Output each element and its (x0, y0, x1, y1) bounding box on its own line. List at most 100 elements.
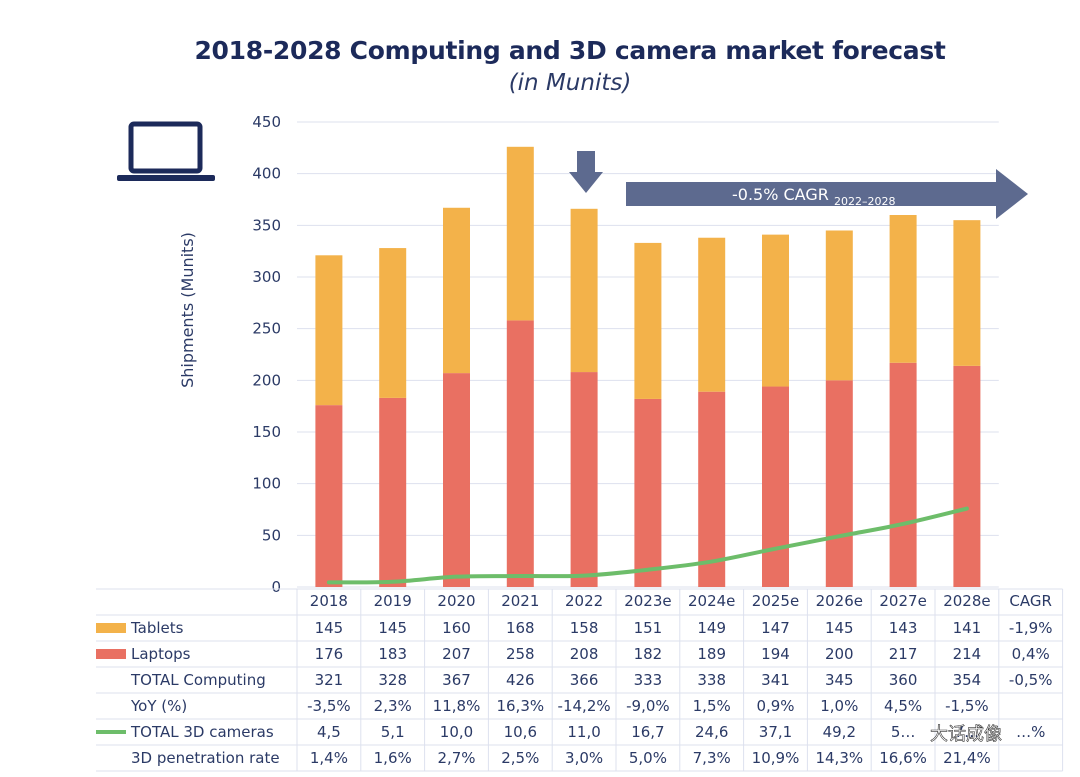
table-cell: 217 (889, 645, 918, 663)
bar-tablets (443, 207, 470, 374)
table-cell: 207 (442, 645, 471, 663)
table-cell: 5,1 (381, 723, 405, 741)
table-header-cell: 2022 (565, 592, 603, 610)
y-tick-label: 300 (252, 268, 281, 286)
legend-swatch-laptops (96, 649, 126, 659)
y-tick-label: 100 (252, 475, 281, 493)
y-axis-ticks: 0 50 100 150 200 250 300 350 400 450 (252, 113, 281, 596)
y-tick-label: 150 (252, 423, 281, 441)
bar-laptops (570, 372, 598, 587)
table-cell: 14,3% (815, 749, 863, 767)
table-cell: 10,6 (504, 723, 537, 741)
table-cell: 11,0 (567, 723, 600, 741)
y-tick-label: 350 (252, 216, 281, 234)
table-cell: 16,7 (631, 723, 664, 741)
table-header-cell: CAGR (1009, 592, 1052, 610)
table-row-label: TOTAL 3D cameras (130, 723, 274, 741)
bar-laptops (762, 386, 789, 587)
chart-subtitle: (in Munits) (508, 70, 632, 96)
table-cell: 182 (634, 645, 663, 663)
table-header-cell: 2020 (437, 592, 475, 610)
table-header-cell: 2026e (816, 592, 863, 610)
table-row-label: Laptops (131, 645, 191, 663)
table-cell: 176 (315, 645, 344, 663)
table-cell: 321 (315, 671, 344, 689)
bar-laptops (443, 373, 470, 587)
table-cell: 21,4% (943, 749, 991, 767)
table-cell: 49,2 (823, 723, 856, 741)
table-cell: 328 (378, 671, 407, 689)
table-cell: 1,5% (693, 697, 731, 715)
table-header-cell: 2025e (752, 592, 799, 610)
table-cell: 37,1 (759, 723, 792, 741)
table-cell: 214 (953, 645, 982, 663)
table-cell: 2,5% (501, 749, 539, 767)
table-header-cell: 2027e (879, 592, 926, 610)
table-cell: …% (1016, 723, 1045, 741)
table-cell: 151 (634, 619, 663, 637)
table-cell: 168 (506, 619, 535, 637)
table-cell: 4,5 (317, 723, 341, 741)
cagr-annotation: -0.5% CAGR 2022–2028 (732, 185, 895, 208)
arrow-down-icon (569, 151, 603, 193)
table-cell: 0,9% (756, 697, 794, 715)
y-tick-label: 400 (252, 165, 281, 183)
bar-laptops (825, 380, 853, 587)
arrow-right-icon (626, 169, 1028, 219)
bar-tablets (825, 230, 853, 381)
table-row-label: 3D penetration rate (131, 749, 280, 767)
table-cell: 208 (570, 645, 599, 663)
table-cell: -1,5% (945, 697, 989, 715)
y-tick-label: 200 (252, 371, 281, 389)
bar-laptops (315, 405, 343, 587)
table-cell: 145 (315, 619, 344, 637)
bar-tablets (953, 220, 981, 366)
bars (315, 146, 981, 587)
y-tick-label: 250 (252, 320, 281, 338)
table-cell: 2,7% (437, 749, 475, 767)
table-cell: 1,6% (374, 749, 412, 767)
table-cell: 149 (697, 619, 726, 637)
table-cell: -3,5% (307, 697, 351, 715)
bar-laptops (698, 391, 726, 587)
laptop-icon (117, 121, 215, 181)
bar-tablets (889, 215, 917, 363)
table-cell: 143 (889, 619, 918, 637)
table-header-cell: 2021 (501, 592, 539, 610)
table-header-cell: 2018 (310, 592, 348, 610)
table-cell: 10,0 (440, 723, 473, 741)
bar-tablets (698, 237, 726, 392)
bar-tablets (570, 208, 598, 373)
table-header-cell: 2024e (688, 592, 735, 610)
bar-laptops (953, 365, 981, 587)
table-cell: 7,3% (693, 749, 731, 767)
bar-laptops (379, 397, 407, 587)
table-cell: 189 (697, 645, 726, 663)
table-cell: 11,8% (433, 697, 481, 715)
bar-tablets (634, 242, 662, 399)
bar-laptops (634, 398, 662, 587)
table-cell: 145 (378, 619, 407, 637)
table-cell: 7… (955, 723, 980, 741)
bar-tablets (379, 248, 407, 398)
table-cell: 147 (761, 619, 790, 637)
table-cell: 5,0% (629, 749, 667, 767)
table-cell: 183 (378, 645, 407, 663)
y-axis-label: Shipments (Munits) (178, 232, 197, 388)
data-table: 2018 2019 2020 2021 2022 2023e 2024e 2025e 2026e… (96, 588, 1064, 772)
table-cell: 338 (697, 671, 726, 689)
cameras-line (326, 506, 969, 585)
table-cell: -14,2% (558, 697, 611, 715)
table-cell: 367 (442, 671, 471, 689)
table-cell: 333 (634, 671, 663, 689)
y-tick-label: 50 (262, 526, 281, 544)
table-cell: 354 (953, 671, 982, 689)
table-cell: 258 (506, 645, 535, 663)
y-tick-label: 0 (271, 578, 281, 596)
table-cell: 3,0% (565, 749, 603, 767)
table-cell: 16,6% (879, 749, 927, 767)
table-cell: -1,9% (1009, 619, 1053, 637)
table-cell: 4,5% (884, 697, 922, 715)
table-cell: 341 (761, 671, 790, 689)
table-cell: 10,9% (752, 749, 800, 767)
